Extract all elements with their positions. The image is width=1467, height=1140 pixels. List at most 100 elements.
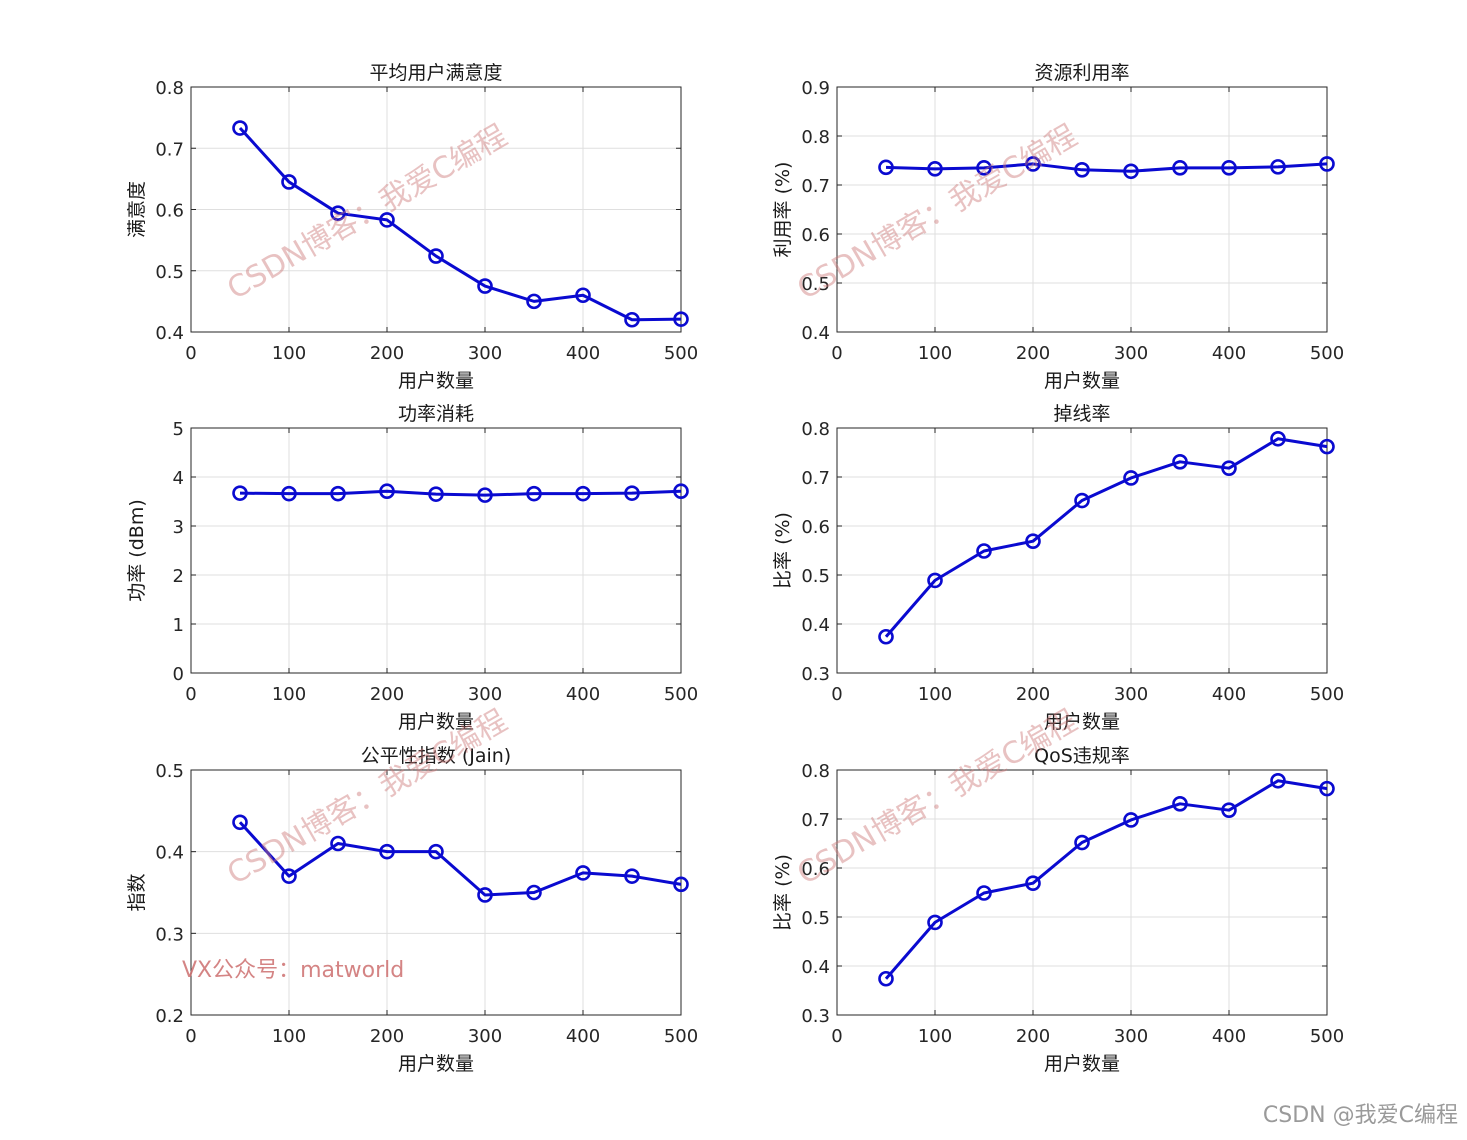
- data-point-marker: [575, 485, 591, 502]
- chart-title: QoS违规率: [1034, 745, 1130, 767]
- data-point-marker: [1025, 156, 1041, 172]
- y-tick-label: 0.4: [801, 323, 830, 344]
- data-point-marker: [428, 843, 444, 860]
- data-point-marker: [281, 868, 297, 884]
- series-line: [884, 437, 1328, 638]
- data-point-marker: [379, 483, 395, 500]
- y-tick-label: 0.5: [801, 566, 830, 587]
- chart-title: 平均用户满意度: [369, 62, 502, 84]
- data-point-marker: [976, 543, 992, 559]
- data-point-marker: [976, 160, 992, 176]
- x-tick-label: 200: [370, 343, 404, 364]
- data-point-marker: [1172, 796, 1188, 812]
- y-tick-label: 0.5: [155, 761, 184, 782]
- x-axis-label: 用户数量: [1044, 370, 1120, 392]
- x-tick-label: 0: [185, 1026, 196, 1047]
- data-point-marker: [1319, 780, 1335, 797]
- x-tick-label: 200: [1016, 684, 1050, 705]
- data-point-marker: [624, 485, 640, 501]
- plot-area: [191, 770, 681, 1015]
- x-axis-label: 用户数量: [1044, 1053, 1120, 1075]
- chart-title: 资源利用率: [1034, 62, 1129, 84]
- x-tick-label: 400: [1212, 343, 1246, 364]
- data-point-marker: [330, 835, 346, 852]
- data-point-marker: [878, 159, 894, 176]
- data-point-marker: [1270, 772, 1286, 789]
- plot-area: [837, 87, 1327, 332]
- chart-4: 0 100 200 300 400 500 0.3 0.4 0.5 0.6 0.7 0.8 掉线率用户数…: [772, 403, 1344, 733]
- x-tick-label: 400: [1212, 1026, 1246, 1047]
- chart-1: 0 100 200 300 400 500 0.4 0.5 0.6 0.7 0.8 平均用户满意度用户…: [126, 62, 698, 392]
- data-point-marker: [477, 278, 493, 294]
- data-point-marker: [878, 970, 894, 987]
- y-tick-label: 0.5: [155, 262, 184, 283]
- data-point-marker: [673, 876, 689, 893]
- x-tick-label: 500: [1310, 684, 1344, 705]
- y-tick-label: 0.4: [155, 323, 184, 344]
- x-axis-label: 用户数量: [398, 1053, 474, 1075]
- y-tick-label: 0.7: [801, 468, 830, 489]
- data-point-marker: [927, 914, 943, 931]
- y-tick-label: 0.8: [801, 761, 830, 782]
- data-point-marker: [1074, 162, 1090, 178]
- data-point-marker: [526, 884, 542, 901]
- footer-watermark: CSDN @我爱C编程: [1263, 1103, 1458, 1128]
- y-tick-label: 0.3: [155, 924, 184, 945]
- y-tick-label: 0.9: [801, 78, 830, 99]
- x-tick-label: 500: [664, 1026, 698, 1047]
- data-point-marker: [1074, 834, 1090, 851]
- data-point-marker: [526, 485, 542, 502]
- y-tick-label: 0.5: [801, 908, 830, 929]
- axes-box: [190, 86, 682, 333]
- x-tick-label: 300: [1114, 1026, 1148, 1047]
- y-tick-label: 5: [173, 419, 184, 440]
- y-tick-label: 1: [173, 615, 184, 636]
- x-axis-label: 用户数量: [398, 711, 474, 733]
- y-tick-label: 4: [173, 468, 184, 489]
- watermark-wechat: VX公众号：matworld: [182, 958, 404, 983]
- chart-2: 0 100 200 300 400 500 0.4 0.5 0.6 0.7 0.8 0.9 资源利用率用…: [772, 62, 1344, 392]
- x-tick-label: 300: [468, 684, 502, 705]
- y-axis-label: 利用率 (%): [772, 162, 794, 258]
- chart-title: 功率消耗: [398, 403, 474, 425]
- data-point-marker: [379, 843, 395, 860]
- x-tick-label: 0: [185, 684, 196, 705]
- data-point-marker: [1172, 160, 1188, 176]
- data-point-marker: [1123, 163, 1139, 180]
- data-point-marker: [379, 212, 395, 228]
- data-point-marker: [575, 287, 591, 304]
- y-tick-label: 2: [173, 566, 184, 587]
- y-tick-label: 0.8: [155, 78, 184, 99]
- data-point-marker: [878, 628, 894, 645]
- x-tick-label: 300: [1114, 684, 1148, 705]
- y-tick-label: 0.4: [801, 957, 830, 978]
- series-line: [884, 779, 1328, 980]
- charts-layer: 0 100 200 300 400 5000.40.50.60.70.8平均用户满意度用户…: [126, 62, 1344, 1075]
- x-tick-label: 100: [918, 684, 952, 705]
- data-point-marker: [526, 293, 542, 310]
- y-tick-label: 3: [173, 517, 184, 538]
- plot-area: [191, 428, 681, 673]
- data-point-marker: [1123, 470, 1139, 486]
- data-point-marker: [1025, 533, 1041, 549]
- data-point-marker: [1172, 454, 1188, 470]
- data-point-marker: [927, 572, 943, 589]
- x-tick-label: 400: [566, 1026, 600, 1047]
- x-tick-label: 100: [272, 684, 306, 705]
- y-tick-label: 0.6: [155, 201, 184, 222]
- data-point-marker: [1074, 492, 1090, 509]
- data-point-marker: [232, 814, 248, 831]
- y-axis-label: 指数: [126, 873, 148, 911]
- series-line: [239, 489, 682, 497]
- x-tick-label: 100: [918, 343, 952, 364]
- y-tick-label: 0.8: [801, 127, 830, 148]
- y-tick-label: 0.6: [801, 225, 830, 246]
- data-point-marker: [575, 865, 591, 881]
- x-axis-label: 用户数量: [398, 370, 474, 392]
- data-point-marker: [673, 483, 689, 500]
- y-axis-label: 功率 (dBm): [126, 499, 148, 601]
- data-point-marker: [232, 485, 248, 501]
- x-tick-label: 100: [272, 343, 306, 364]
- y-tick-label: 0: [173, 664, 184, 685]
